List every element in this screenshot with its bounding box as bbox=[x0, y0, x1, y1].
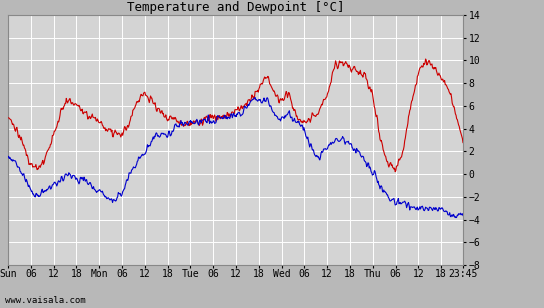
Title: Temperature and Dewpoint [°C]: Temperature and Dewpoint [°C] bbox=[127, 1, 344, 14]
Text: www.vaisala.com: www.vaisala.com bbox=[5, 296, 86, 305]
